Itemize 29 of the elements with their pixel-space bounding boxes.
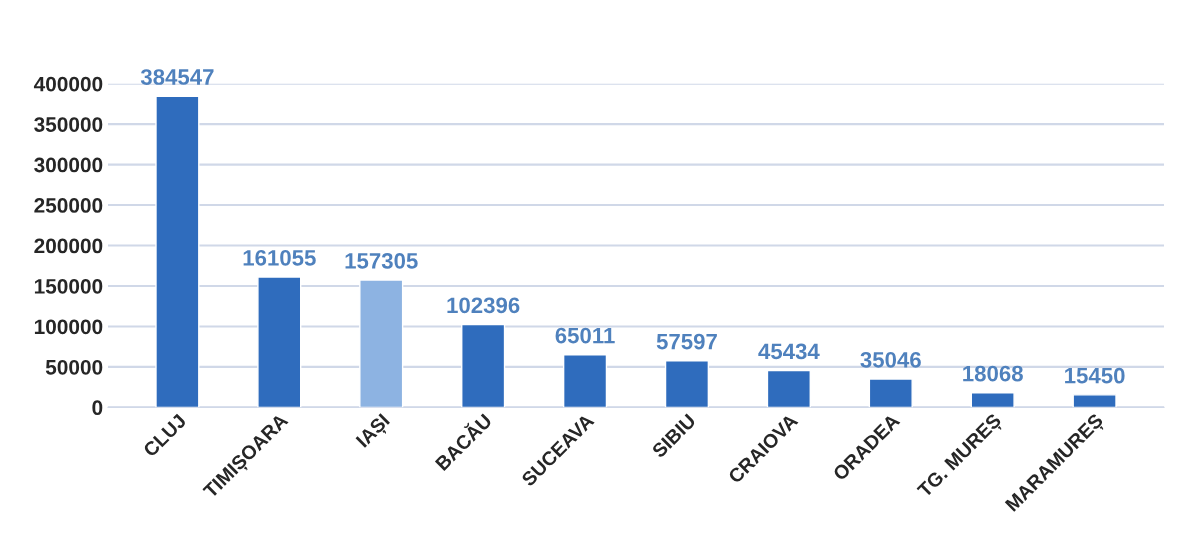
data-label: 65011 [555,327,615,344]
data-label: 35046 [860,351,921,368]
bar [1072,394,1117,408]
bar [562,354,608,408]
bar [359,279,404,408]
bar [868,378,913,408]
y-tick-label: 300000 [34,157,103,173]
bar [664,360,710,408]
data-label: 18068 [963,365,1023,382]
data-label: 15450 [1065,367,1125,384]
data-label: 45434 [758,343,820,360]
y-tick-label: 350000 [34,117,103,132]
data-label: 161055 [243,249,316,266]
data-label: 384547 [140,69,214,85]
bar [970,392,1015,408]
y-tick-label: 250000 [34,198,103,213]
y-tick-label: 200000 [34,238,103,254]
y-tick-label: 400000 [33,76,103,92]
bar [766,369,811,408]
bar [461,323,506,408]
y-tick-label: 0 [92,400,103,416]
data-label: 157305 [345,252,418,269]
data-label: 57597 [656,333,717,350]
bar [257,276,302,408]
y-tick-label: 100000 [34,319,103,335]
y-tick-label: 150000 [34,278,103,294]
data-label: 102396 [447,297,520,314]
y-tick-label: 50000 [45,359,103,375]
bar [155,95,200,408]
